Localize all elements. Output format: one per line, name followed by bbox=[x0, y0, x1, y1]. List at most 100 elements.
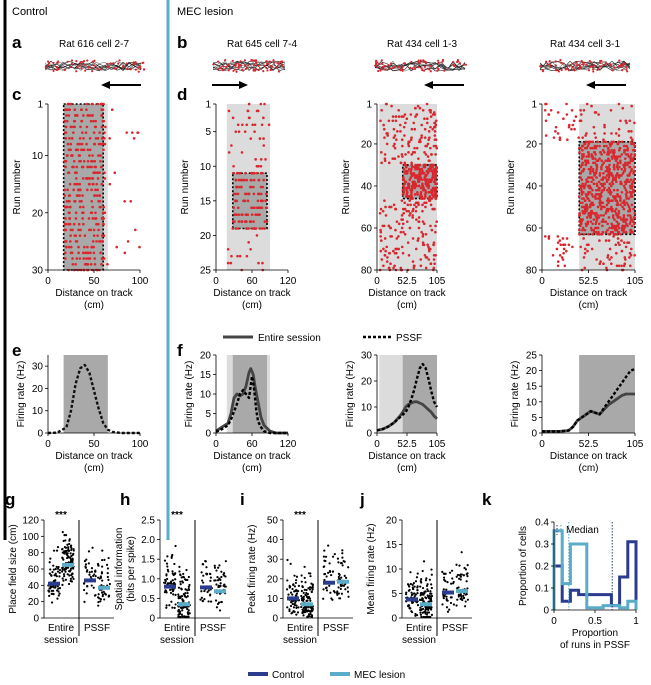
raster-spike bbox=[621, 106, 625, 110]
scatter-point bbox=[94, 570, 97, 573]
raster-spike bbox=[421, 220, 425, 223]
raster-spike bbox=[554, 125, 558, 129]
raster-spike bbox=[585, 209, 588, 213]
trajectory-spike bbox=[452, 61, 455, 64]
trajectory-spike bbox=[619, 64, 622, 67]
raster-spike bbox=[547, 237, 551, 240]
raster-spike bbox=[431, 193, 434, 196]
trajectory-spike bbox=[548, 63, 551, 66]
raster-spike bbox=[262, 137, 265, 140]
scatter-y-tick-label: 40 bbox=[267, 535, 279, 546]
raster-spike bbox=[434, 119, 438, 123]
trajectory-spike bbox=[139, 67, 142, 70]
raster-spike bbox=[629, 157, 632, 160]
raster-spike bbox=[592, 218, 596, 221]
raster-spike bbox=[614, 178, 618, 181]
raster-spike bbox=[408, 178, 412, 181]
raster-spike bbox=[432, 195, 435, 198]
scatter-point bbox=[430, 600, 433, 603]
raster-spike bbox=[394, 228, 397, 232]
trajectory-spike bbox=[239, 60, 242, 63]
raster-spike bbox=[601, 218, 605, 221]
raster-spike bbox=[78, 194, 81, 197]
scatter-point bbox=[333, 553, 336, 556]
raster-spike bbox=[604, 169, 607, 173]
raster-spike bbox=[606, 209, 610, 213]
raster-spike bbox=[425, 169, 429, 173]
raster-spike bbox=[409, 203, 412, 207]
rate-xlabel-unit: (cm) bbox=[397, 463, 417, 474]
raster-spike bbox=[413, 106, 417, 110]
raster-spike bbox=[413, 146, 416, 150]
scatter-point bbox=[430, 583, 433, 586]
raster-spike bbox=[431, 207, 434, 211]
raster-spike bbox=[411, 209, 414, 213]
scatter-point bbox=[324, 555, 328, 558]
raster-spike bbox=[579, 218, 582, 221]
scatter-point bbox=[56, 570, 60, 573]
raster-y-tick-label: 30 bbox=[32, 266, 44, 277]
scatter-point bbox=[293, 585, 297, 588]
trajectory-spike bbox=[280, 65, 284, 68]
raster-spike bbox=[68, 137, 71, 140]
scatter-point bbox=[83, 559, 87, 563]
scatter-point bbox=[62, 539, 65, 543]
trajectory-spike bbox=[575, 61, 578, 64]
scatter-point bbox=[419, 598, 422, 602]
scatter-point bbox=[99, 600, 102, 603]
trajectory-spike bbox=[541, 70, 545, 73]
scatter-point bbox=[177, 610, 180, 613]
scatter-point bbox=[180, 588, 183, 591]
trajectory-spike bbox=[70, 59, 74, 62]
scatter-point bbox=[458, 577, 461, 580]
raster-spike bbox=[78, 257, 82, 260]
trajectory-spike bbox=[611, 69, 614, 72]
raster-spike bbox=[235, 171, 239, 175]
scatter-point bbox=[463, 566, 466, 570]
raster-spike bbox=[614, 228, 617, 232]
raster-spike bbox=[609, 193, 612, 196]
scatter-y-tick-label: 120 bbox=[22, 516, 39, 527]
scatter-point bbox=[67, 549, 70, 552]
raster-spike bbox=[581, 148, 584, 152]
raster-spike bbox=[619, 161, 622, 165]
raster-spike bbox=[609, 205, 613, 209]
scatter-point bbox=[451, 577, 454, 580]
raster-spike bbox=[86, 159, 90, 163]
scatter-point bbox=[448, 608, 451, 611]
scatter-point bbox=[107, 556, 110, 560]
raster-spike bbox=[582, 109, 586, 112]
scatter-point bbox=[445, 595, 448, 598]
raster-spike bbox=[392, 144, 395, 148]
scatter-point bbox=[327, 544, 330, 547]
scatter-point bbox=[185, 596, 188, 599]
trajectory-spike bbox=[626, 70, 629, 73]
raster-spike bbox=[102, 257, 106, 260]
raster-spike bbox=[419, 140, 422, 144]
trajectory-spike bbox=[618, 59, 621, 62]
raster-spike bbox=[578, 119, 582, 123]
scatter-point bbox=[48, 590, 51, 593]
raster-spike bbox=[420, 167, 424, 171]
raster-spike bbox=[627, 161, 630, 165]
raster-spike bbox=[417, 220, 420, 223]
raster-spike bbox=[92, 119, 95, 123]
raster-spike bbox=[77, 188, 81, 192]
rate-y-tick-label: 10 bbox=[32, 406, 44, 417]
raster-spike bbox=[416, 165, 420, 169]
raster-spike bbox=[579, 245, 582, 249]
raster-y-tick-label: 20 bbox=[361, 139, 373, 150]
raster-spike bbox=[610, 262, 613, 265]
trajectory-spike bbox=[232, 69, 235, 72]
raster-spike bbox=[429, 262, 433, 265]
raster-spike bbox=[580, 178, 584, 181]
hist-y-tick-label: 0 bbox=[543, 606, 549, 617]
raster-spike bbox=[621, 140, 624, 144]
raster-spike bbox=[594, 214, 597, 217]
raster-spike bbox=[595, 211, 598, 215]
raster-spike bbox=[397, 222, 401, 226]
raster-spike bbox=[423, 136, 427, 139]
scatter-point bbox=[165, 574, 168, 577]
raster-spike bbox=[380, 151, 383, 154]
raster-spike bbox=[257, 164, 260, 168]
